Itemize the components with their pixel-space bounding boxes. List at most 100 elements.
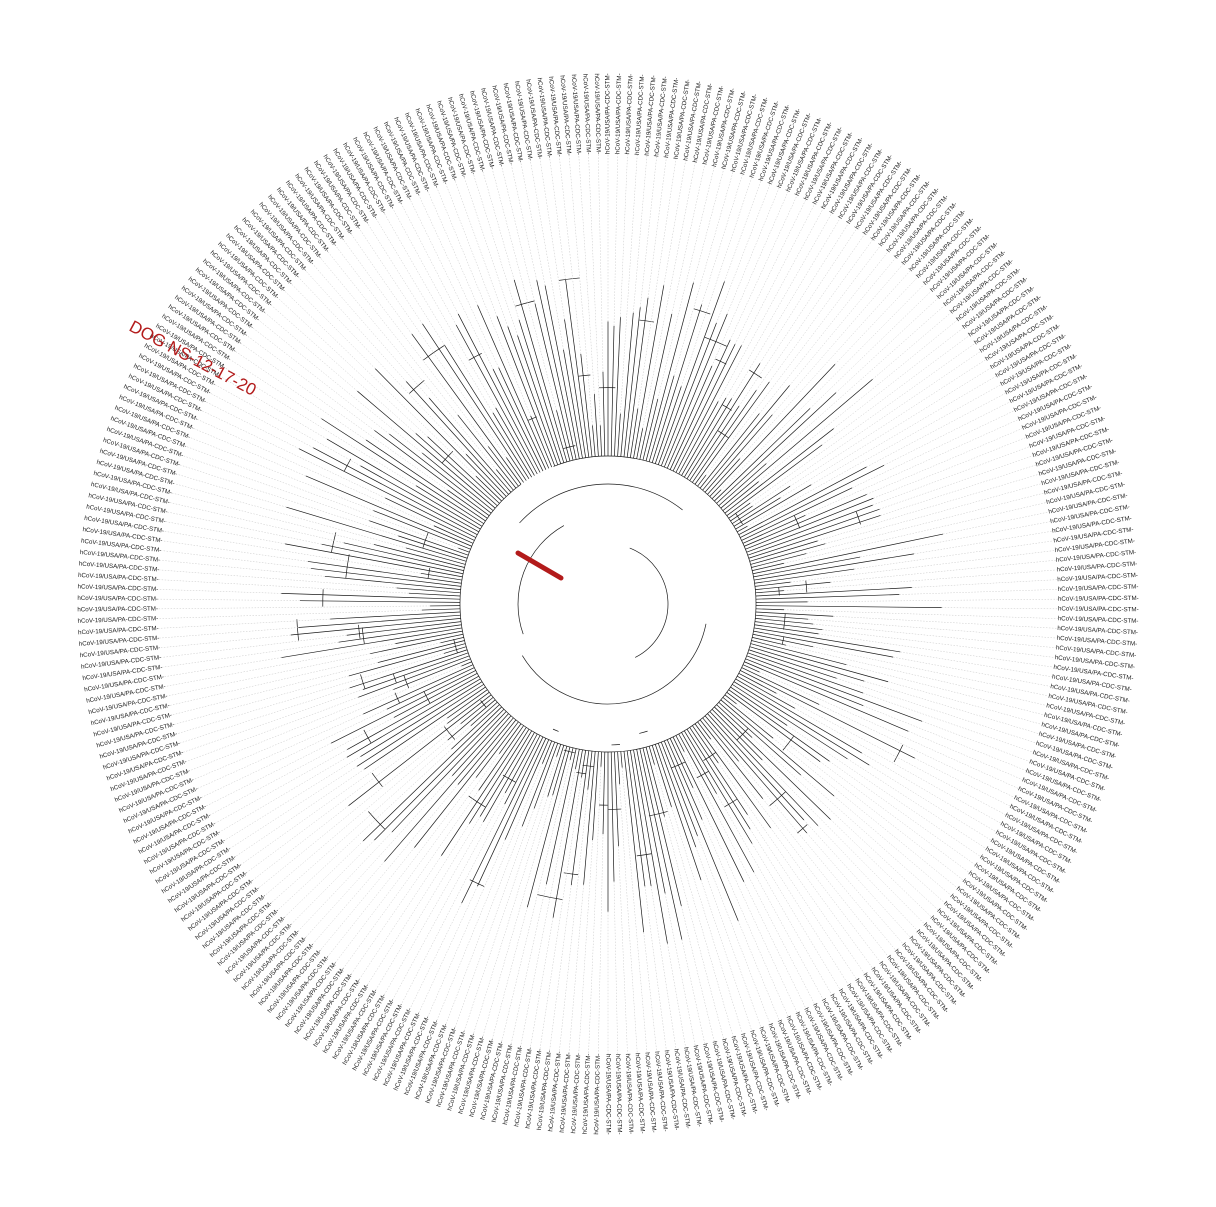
leaf-connector	[174, 483, 407, 549]
tree-branch	[461, 736, 544, 904]
tree-branch	[709, 711, 819, 826]
backbone-arc	[459, 455, 757, 753]
leaf-connector	[464, 177, 518, 336]
leaf-connector	[695, 847, 762, 1028]
leaf-connector	[246, 335, 375, 431]
tree-branch	[563, 349, 583, 459]
leaf-connector	[913, 530, 1053, 555]
leaf-connector	[863, 705, 1027, 771]
tree-branch	[754, 621, 823, 631]
tree-branch	[398, 535, 468, 559]
leaf-connector	[684, 751, 815, 1004]
leaf-connector	[716, 184, 771, 324]
leaf-connector	[869, 764, 992, 841]
leaf-connector	[482, 795, 553, 1037]
leaf-connector	[772, 264, 904, 415]
tree-branch	[346, 621, 462, 636]
leaf-connector	[817, 825, 918, 931]
leaf-connector	[864, 680, 1039, 734]
leaf-connector	[392, 208, 457, 326]
tree-backbone-ring	[459, 455, 757, 753]
tip-label: hCoV-19/USA/PA-CDC-STM-	[614, 73, 623, 154]
leaf-connector	[879, 455, 1033, 510]
tree-branch	[752, 562, 784, 571]
tree-branch	[733, 497, 781, 527]
leaf-connector	[224, 367, 417, 486]
clade-arc	[578, 374, 591, 377]
leaf-connector	[277, 297, 428, 437]
clade-arc	[552, 728, 559, 732]
leaf-connector	[205, 401, 300, 449]
tree-branch	[324, 575, 461, 590]
leaf-connector	[160, 559, 326, 577]
leaf-connector	[277, 748, 452, 911]
leaf-connector	[741, 204, 815, 346]
tree-branch	[711, 708, 763, 761]
leaf-connector	[941, 607, 1058, 610]
leaf-connector	[549, 885, 572, 1051]
clade-arc	[563, 872, 579, 876]
tree-branch	[749, 540, 818, 562]
tree-branch	[626, 750, 646, 887]
clade-arc	[805, 580, 808, 593]
clade-arc	[582, 764, 594, 767]
tree-branch	[556, 744, 562, 757]
tree-branch	[750, 643, 889, 683]
leaf-connector	[214, 384, 361, 467]
tree-branch	[374, 430, 490, 516]
tree-branch	[718, 463, 767, 507]
tree-branch	[600, 751, 602, 767]
clade-arc	[724, 798, 738, 808]
leaf-connector	[806, 832, 904, 944]
tree-branch	[518, 319, 565, 463]
tree-branch	[421, 452, 494, 511]
tip-label: hCoV-19/USA/PA-CDC-STM-	[77, 606, 158, 614]
leaf-connector	[530, 160, 564, 350]
leaf-connector	[766, 305, 945, 464]
clade-arc	[696, 771, 709, 779]
tree-branch	[281, 627, 463, 658]
tree-branch	[504, 735, 541, 805]
tree-branch	[504, 733, 538, 794]
leaf-connector	[284, 840, 364, 918]
leaf-connector	[750, 829, 849, 985]
leaf-connector	[343, 239, 413, 335]
leaf-connector	[224, 756, 361, 841]
tree-branch	[592, 425, 596, 457]
leaf-connector	[770, 827, 873, 969]
tree-branch	[681, 397, 727, 476]
tree-branch	[286, 506, 467, 562]
leaf-connector	[473, 174, 520, 320]
leaf-connector	[375, 816, 481, 990]
leaf-connector	[210, 392, 314, 448]
tree-branch	[742, 514, 806, 544]
leaf-connector	[725, 213, 832, 399]
tip-label: hCoV-19/USA/PA-CDC-STM-	[593, 73, 602, 154]
leaf-connector	[751, 843, 841, 990]
tree-branch	[495, 407, 535, 476]
inner-arc	[517, 525, 565, 635]
tree-branch	[447, 689, 488, 719]
highlighted-clade: DOG NS-12-17-20	[126, 317, 564, 581]
leaf-connector	[559, 156, 582, 354]
leaf-connector	[807, 598, 1058, 603]
leaf-connector	[942, 511, 1049, 535]
tree-branch	[458, 547, 470, 553]
clade-arc	[363, 729, 372, 743]
tree-branch	[614, 751, 619, 847]
tree-branch	[639, 748, 683, 940]
tree-branch	[312, 447, 478, 535]
leaf-connector	[681, 177, 752, 387]
tree-branch	[724, 694, 737, 705]
clade-arc	[639, 730, 648, 734]
tree-branch	[709, 364, 836, 497]
leaf-connector	[671, 164, 705, 315]
leaf-connector	[598, 154, 604, 372]
tree-branch	[675, 345, 742, 473]
leaf-connector	[701, 819, 789, 1017]
leaf-connector	[165, 521, 286, 545]
tree-branch	[654, 744, 702, 881]
tree-branch	[704, 715, 808, 834]
leaf-connector	[161, 635, 347, 658]
